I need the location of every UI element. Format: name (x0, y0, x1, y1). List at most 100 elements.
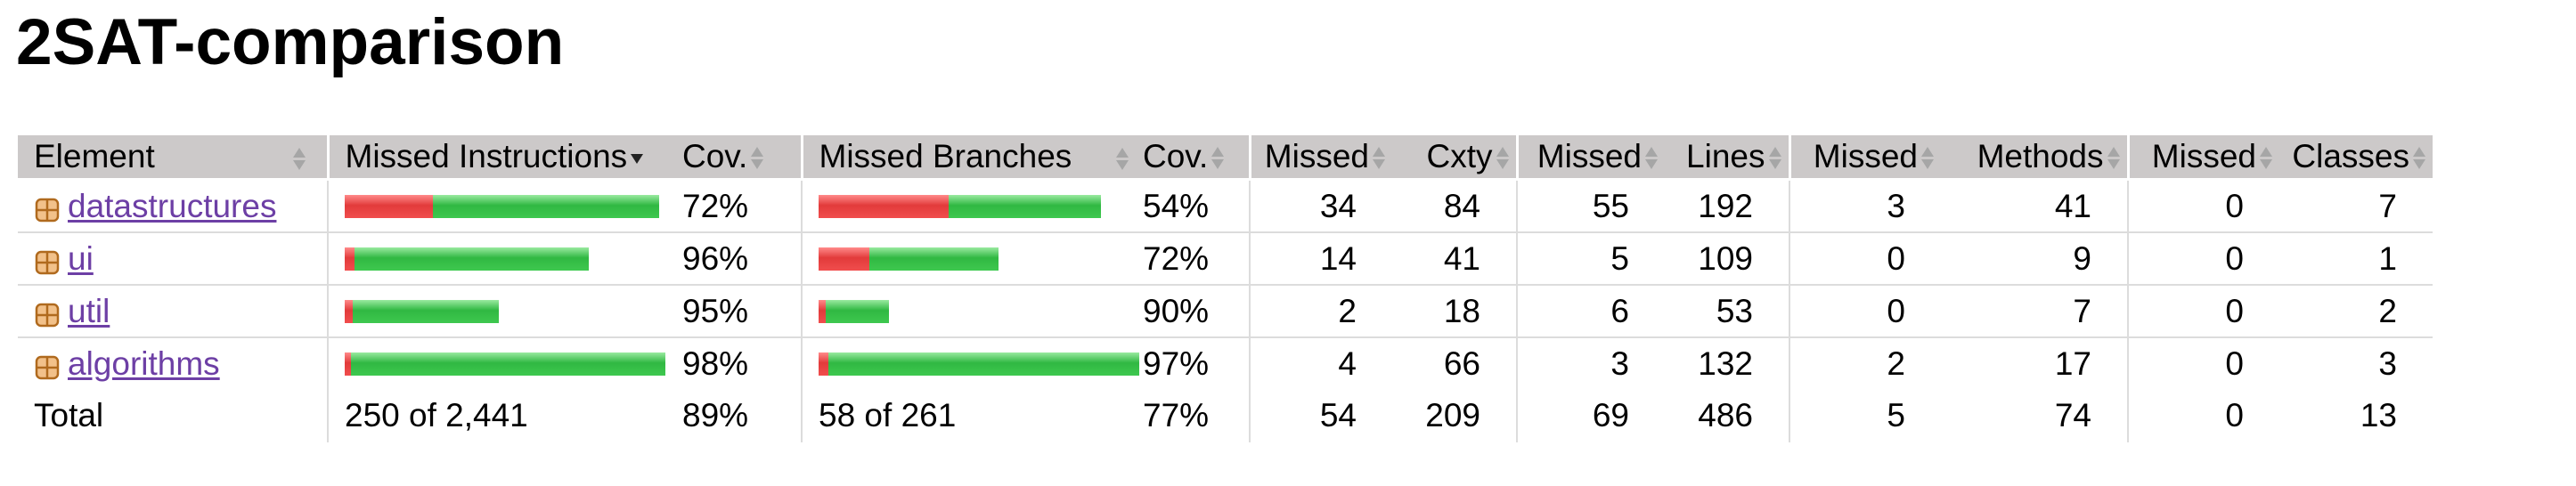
table-row: ui 96% 72% 14 41 5 109 0 9 0 1 (18, 232, 2433, 286)
sort-icon (1210, 145, 1226, 172)
header-methods[interactable]: Methods (1941, 135, 2128, 181)
header-lines-label: Lines (1686, 138, 1765, 174)
lines: 132 (1698, 344, 1753, 382)
element-cell: ui (18, 232, 328, 286)
header-cxty-label: Cxty (1426, 138, 1493, 174)
package-icon (34, 299, 61, 327)
header-cxty[interactable]: Cxty (1392, 135, 1517, 181)
sort-icon (1114, 146, 1130, 173)
sort-icon (1371, 145, 1387, 172)
missed-methods: 0 (1789, 285, 1941, 338)
missed-cxty: 34 (1249, 179, 1392, 233)
cov-instructions: 96% (679, 232, 802, 286)
bar-missed-segment (345, 194, 433, 218)
missed-methods: 2 (1789, 337, 1941, 389)
header-missed-instructions-label: Missed Instructions (345, 138, 628, 174)
total-lines: 486 (1698, 397, 1753, 433)
sort-icon (2258, 145, 2274, 172)
package-link-ui[interactable]: ui (68, 240, 94, 278)
header-missed-classes-label: Missed (2151, 138, 2256, 174)
bar-missed-segment (819, 247, 869, 271)
header-missed-cxty[interactable]: Missed (1248, 135, 1392, 181)
header-missed-methods[interactable]: Missed (1788, 135, 1941, 181)
methods: 41 (1941, 179, 2128, 233)
page-title: 2SAT-comparison (16, 6, 565, 78)
cov-instructions: 72% (679, 179, 802, 233)
header-missed-cxty-label: Missed (1264, 138, 1369, 174)
header-missed-lines[interactable]: Missed (1515, 135, 1665, 181)
header-cov-instructions-label: Cov. (682, 138, 748, 174)
total-branches: 58 of 261 (801, 389, 1139, 442)
classes: 3 (2378, 344, 2397, 382)
methods: 7 (1941, 285, 2128, 338)
sort-icon (1920, 145, 1936, 172)
table-body: datastructures 72% 54% 34 84 55 192 3 41 0 7 ui 96% 7… (18, 179, 2433, 389)
missed-branches-cell (801, 285, 1139, 338)
sort-icon (2106, 145, 2122, 172)
branches-coverage-bar (819, 194, 1139, 218)
header-cov-branches[interactable]: Cov. (1139, 135, 1250, 181)
package-link-algorithms[interactable]: algorithms (68, 345, 220, 383)
header-missed-instructions[interactable]: Missed Instructions (326, 135, 679, 181)
element-cell: util (18, 285, 328, 338)
cov-instructions: 95% (679, 285, 802, 338)
methods: 17 (2054, 344, 2091, 382)
missed-classes: 0 (2127, 232, 2279, 286)
header-missed-classes[interactable]: Missed (2126, 135, 2279, 181)
header-element[interactable]: Element (18, 135, 328, 181)
header-cov-branches-label: Cov. (1143, 138, 1209, 174)
methods: 9 (1941, 232, 2128, 286)
coverage-table: Element Missed Instructions Cov. Missed … (18, 135, 2433, 442)
missed-instructions-cell (327, 232, 679, 286)
total-missed-cxty: 54 (1249, 389, 1392, 442)
header-missed-methods-label: Missed (1813, 138, 1918, 174)
sort-icon (1767, 145, 1783, 172)
package-icon (34, 194, 61, 222)
total-missed-classes: 0 (2127, 389, 2279, 442)
header-element-label: Element (34, 138, 155, 174)
instructions-coverage-bar (345, 352, 679, 376)
header-classes[interactable]: Classes (2279, 135, 2433, 181)
classes: 2 (2279, 285, 2433, 338)
total-label: Total (34, 397, 104, 433)
branches-coverage-bar (819, 352, 1139, 376)
total-cov-instructions: 89% (682, 397, 749, 433)
header-missed-branches[interactable]: Missed Branches (800, 135, 1139, 181)
element-cell: algorithms (18, 337, 328, 389)
cxty: 66 (1443, 344, 1480, 382)
missed-classes: 0 (2127, 179, 2279, 233)
bar-missed-segment (819, 299, 826, 323)
missed-instructions-cell (327, 179, 679, 233)
missed-classes: 0 (2127, 337, 2279, 389)
missed-instructions-cell (327, 337, 679, 389)
total-instructions: 250 of 2,441 (327, 389, 679, 442)
bar-covered-segment (828, 352, 1139, 376)
cov-instructions: 98% (682, 344, 749, 382)
package-link-datastructures[interactable]: datastructures (68, 188, 277, 225)
table-header-row: Element Missed Instructions Cov. Missed … (18, 135, 2433, 181)
cxty: 18 (1392, 285, 1517, 338)
instructions-coverage-bar (345, 299, 679, 323)
missed-cxty: 2 (1249, 285, 1392, 338)
bar-covered-segment (433, 194, 659, 218)
branches-coverage-bar (819, 247, 1139, 271)
missed-cxty: 4 (1249, 337, 1392, 389)
missed-classes: 0 (2127, 285, 2279, 338)
table-row: util 95% 90% 2 18 6 53 0 7 0 2 (18, 285, 2433, 338)
missed-branches-cell (801, 232, 1139, 286)
header-lines[interactable]: Lines (1665, 135, 1789, 181)
total-classes: 13 (2360, 397, 2397, 433)
missed-methods: 3 (1789, 179, 1941, 233)
header-cov-instructions[interactable]: Cov. (679, 135, 802, 181)
lines: 109 (1665, 232, 1789, 286)
cov-branches: 90% (1139, 285, 1250, 338)
missed-branches-cell (801, 179, 1139, 233)
total-cov-branches: 77% (1143, 397, 1210, 433)
element-cell: datastructures (18, 179, 328, 233)
total-methods: 74 (2054, 397, 2091, 433)
total-row: Total 250 of 2,441 89% 58 of 261 77% 54 … (18, 389, 2433, 442)
sort-icon (749, 145, 765, 172)
package-link-util[interactable]: util (68, 293, 110, 330)
bar-covered-segment (869, 247, 999, 271)
